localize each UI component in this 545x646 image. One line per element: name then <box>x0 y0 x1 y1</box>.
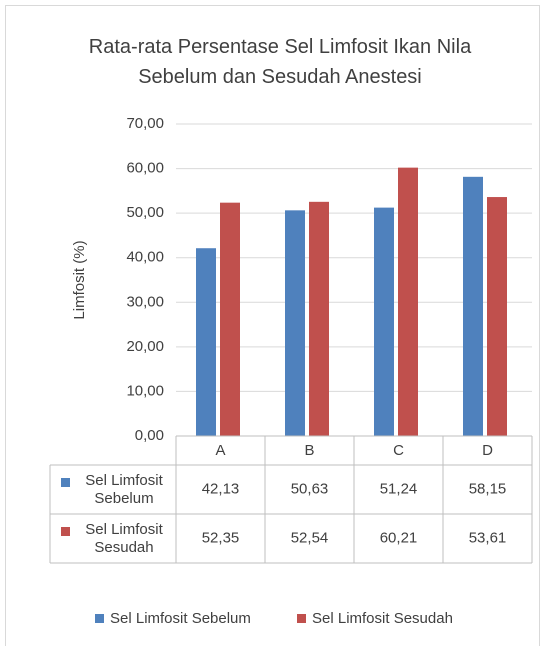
y-axis-title: Limfosit (%) <box>71 240 88 319</box>
table-legend-key <box>61 527 70 536</box>
legend-key <box>297 614 306 623</box>
bar <box>487 197 507 436</box>
y-tick-label: 60,00 <box>126 160 164 177</box>
legend-key <box>95 614 104 623</box>
table-value: 42,13 <box>202 480 240 497</box>
legend-label: Sel Limfosit Sebelum <box>110 610 251 627</box>
bar <box>220 202 240 436</box>
bar <box>309 201 329 436</box>
table-legend-key <box>61 478 70 487</box>
table-row-label: Sel Limfosit Sesudah <box>85 521 163 556</box>
bar <box>285 210 305 436</box>
table-value: 50,63 <box>291 480 329 497</box>
x-tick-label: C <box>393 442 404 459</box>
x-tick-label: D <box>482 442 493 459</box>
y-tick-label: 10,00 <box>126 382 164 399</box>
table-value: 53,61 <box>469 529 507 546</box>
chart-border <box>5 5 540 646</box>
table-value: 60,21 <box>380 529 418 546</box>
table-value: 52,35 <box>202 529 240 546</box>
table-value: 58,15 <box>469 480 507 497</box>
legend-label: Sel Limfosit Sesudah <box>312 610 453 627</box>
y-tick-label: 70,00 <box>126 115 164 132</box>
chart-title: Rata-rata Persentase Sel Limfosit Ikan N… <box>88 36 472 88</box>
y-tick-label: 50,00 <box>126 204 164 221</box>
y-tick-label: 30,00 <box>126 293 164 310</box>
x-tick-label: B <box>304 442 314 459</box>
table-value: 52,54 <box>291 529 329 546</box>
table-value: 51,24 <box>380 480 418 497</box>
y-tick-label: 40,00 <box>126 249 164 266</box>
bar <box>463 176 483 436</box>
table-row-label: Sel Limfosit Sebelum <box>85 472 163 507</box>
x-tick-label: A <box>215 442 225 459</box>
bar <box>374 207 394 436</box>
y-tick-label: 20,00 <box>126 338 164 355</box>
y-tick-label: 0,00 <box>135 427 164 444</box>
bar <box>398 167 418 436</box>
bar <box>196 248 216 436</box>
